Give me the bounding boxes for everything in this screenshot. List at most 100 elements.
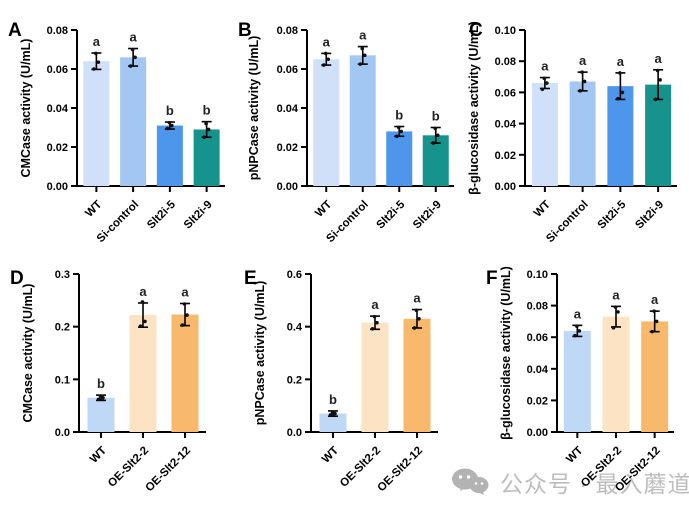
sig-letter: a [323, 34, 331, 49]
chart-panel-b: 0.00 0.02 0.04 0.06 0.08 a WT a Si-control b Slt2i… [228, 0, 458, 252]
y-tick-label: 0.02 [527, 395, 548, 407]
data-point [143, 319, 147, 324]
x-category-label: WT [88, 445, 109, 466]
y-tick-label: 0.1 [55, 374, 70, 386]
bar [569, 81, 596, 186]
data-point [577, 329, 582, 333]
sig-letter: a [359, 28, 367, 43]
watermark-text: 公众号 · 最入蘑道 [500, 471, 689, 497]
y-tick-label: 0.02 [277, 142, 298, 154]
bar [156, 125, 183, 186]
data-point [372, 314, 377, 319]
data-point [326, 57, 331, 62]
y-tick-label: 0.0 [55, 427, 70, 439]
y-axis-title: CMCase activity (U/mL) [21, 284, 35, 423]
sig-letter: a [93, 34, 101, 49]
data-point [618, 71, 622, 75]
data-point [655, 68, 660, 73]
sig-letter: a [651, 292, 659, 307]
y-tick-label: 0.04 [47, 103, 69, 115]
bar [531, 83, 558, 186]
data-point [414, 308, 419, 313]
data-point [165, 126, 170, 131]
sig-letter: a [130, 30, 138, 45]
panel-letter: E [244, 268, 257, 289]
sig-letter: a [612, 287, 620, 302]
sig-letter: a [655, 51, 663, 66]
data-point [321, 63, 326, 67]
bar [193, 129, 220, 186]
panel-letter: B [238, 20, 252, 41]
data-point [399, 129, 404, 134]
chart-panel-f: 0.00 0.02 0.04 0.06 0.08 0.10 a WT a OE-Slt2-2 a OE… [456, 252, 689, 507]
bar [319, 413, 347, 432]
data-point [170, 123, 174, 128]
bar [361, 322, 389, 432]
x-category-label: OE-Slt2-2 [106, 445, 151, 490]
wechat-icon [452, 468, 489, 495]
bar [563, 330, 591, 432]
data-point [394, 134, 399, 139]
sig-letter: b [432, 109, 440, 124]
data-point [652, 309, 656, 313]
data-point [206, 127, 211, 132]
sig-letter: a [139, 284, 147, 299]
x-category-label: Slt2i-5 [374, 198, 407, 231]
y-tick-label: 0.04 [527, 364, 549, 376]
sig-letter: a [541, 59, 549, 74]
data-point [330, 410, 335, 415]
y-tick-label: 0.00 [495, 181, 516, 193]
data-point [375, 320, 379, 325]
data-point [185, 313, 189, 317]
data-point [92, 67, 96, 71]
data-point [412, 326, 417, 330]
x-category-label: WT [313, 199, 334, 220]
bar [641, 321, 669, 432]
data-point [435, 133, 440, 138]
data-point [204, 121, 208, 126]
y-tick-label: 0.08 [527, 301, 548, 313]
sig-letter: a [579, 53, 587, 68]
y-axis-title: pNPCase activity (U/mL) [247, 36, 261, 180]
data-point [138, 324, 143, 328]
bar [83, 61, 110, 187]
data-point [396, 125, 401, 130]
x-category-label: Slt2i-5 [145, 198, 178, 231]
data-point [611, 325, 616, 330]
x-category-label: Slt2i-9 [411, 199, 444, 232]
panel-letter: A [8, 20, 22, 41]
chart-panel-a: 0.00 0.02 0.04 0.06 0.08 a WT a Si-control b Slt2i… [0, 0, 230, 252]
y-tick-label: 0.4 [287, 322, 303, 334]
y-tick-label: 0.0 [287, 427, 302, 439]
chart-panel-d: 0.0 0.1 0.2 0.3 b WT a OE-Slt2-2 a OE-Slt2-12 CMCa… [0, 252, 230, 507]
y-tick-label: 0.2 [287, 374, 302, 386]
bar [607, 86, 634, 186]
y-axis-title: CMCase activity (U/mL) [19, 39, 33, 178]
y-tick-label: 0.06 [495, 87, 516, 99]
data-point [575, 324, 579, 328]
bar [349, 55, 376, 186]
data-point [540, 87, 545, 92]
y-tick-label: 0.08 [277, 25, 298, 37]
y-tick-label: 0.00 [527, 427, 548, 439]
data-point [98, 394, 103, 398]
data-point [654, 319, 659, 324]
data-point [650, 329, 654, 334]
data-point [616, 310, 620, 314]
data-point [362, 53, 367, 58]
bar [171, 314, 199, 432]
x-category-label: OE-Slt2-12 [376, 445, 426, 495]
x-category-label: WT [532, 199, 553, 220]
data-point [323, 51, 328, 56]
data-point [613, 305, 618, 309]
sig-letter: b [203, 103, 211, 118]
data-point [140, 300, 145, 304]
y-tick-label: 0.10 [527, 269, 548, 281]
data-point [202, 135, 206, 140]
y-tick-label: 0.06 [277, 64, 298, 76]
x-category-label: OE-Slt2-12 [144, 445, 194, 495]
sig-letter: b [166, 103, 174, 118]
sig-letter: a [181, 284, 189, 299]
data-point [580, 70, 584, 74]
